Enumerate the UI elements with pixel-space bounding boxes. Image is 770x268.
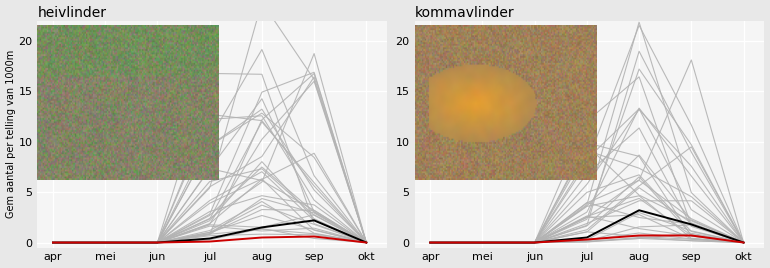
Text: kommavlinder: kommavlinder: [414, 6, 514, 20]
Text: heivlinder: heivlinder: [37, 6, 106, 20]
Y-axis label: Gem aantal per telling van 1000m: Gem aantal per telling van 1000m: [5, 50, 15, 218]
